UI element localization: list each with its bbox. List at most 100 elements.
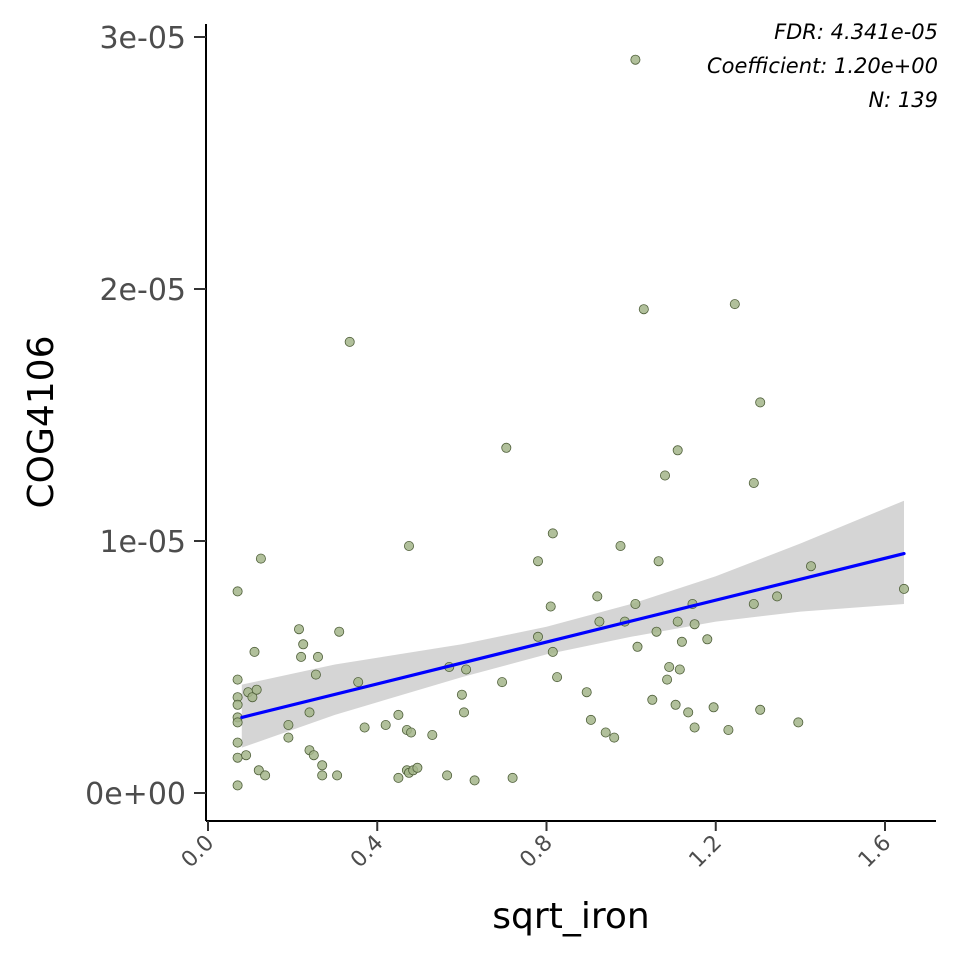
x-tick-label: 0.0: [177, 831, 219, 873]
data-point: [232, 699, 243, 710]
data-point: [632, 641, 643, 652]
data-point: [772, 591, 783, 602]
data-point: [393, 709, 404, 720]
data-point: [664, 662, 675, 673]
data-point: [653, 556, 664, 567]
y-axis-ticks: 0e+00 1e-05 2e-05 3e-05: [85, 21, 206, 812]
data-point: [232, 586, 243, 597]
data-point: [317, 770, 328, 781]
data-point: [630, 54, 641, 65]
data-point: [748, 599, 759, 610]
data-point: [497, 677, 508, 688]
data-point: [380, 720, 391, 731]
data-point: [615, 541, 626, 552]
data-point: [660, 470, 671, 481]
data-point: [507, 772, 518, 783]
data-point: [672, 616, 683, 627]
confidence-band-layer: [241, 500, 905, 748]
data-point: [296, 651, 307, 662]
data-point: [748, 477, 759, 488]
data-point: [232, 737, 243, 748]
data-point: [585, 714, 596, 725]
confidence-band: [241, 500, 905, 748]
data-point: [403, 541, 414, 552]
x-tick-label: 0.8: [515, 831, 557, 873]
data-point: [689, 619, 700, 630]
data-point: [689, 722, 700, 733]
data-point: [630, 599, 641, 610]
data-point: [353, 677, 364, 688]
data-point: [241, 750, 252, 761]
x-tick-label: 0.4: [346, 831, 388, 873]
data-point: [232, 780, 243, 791]
data-point: [232, 752, 243, 763]
data-point: [594, 616, 605, 627]
data-point: [638, 304, 649, 315]
data-point: [552, 672, 563, 683]
data-point: [723, 725, 734, 736]
data-point: [547, 528, 558, 539]
data-point: [545, 601, 556, 612]
data-point: [232, 674, 243, 685]
data-point: [458, 707, 469, 718]
data-point: [674, 664, 685, 675]
data-point: [310, 669, 321, 680]
annotation-fdr: FDR: 4.341e-05: [774, 20, 938, 44]
data-point: [442, 770, 453, 781]
y-tick-label: 1e-05: [99, 525, 186, 560]
data-point: [312, 651, 323, 662]
data-point: [755, 704, 766, 715]
y-axis-title: COG4106: [21, 336, 62, 509]
data-point: [283, 720, 294, 731]
data-point: [708, 702, 719, 713]
data-point: [298, 639, 309, 650]
x-axis-title: sqrt_iron: [492, 896, 649, 937]
trend-line: [240, 551, 906, 720]
data-point: [793, 717, 804, 728]
x-axis-ticks: 0.0 0.4 0.8 1.2 1.6: [177, 821, 896, 873]
data-point: [317, 760, 328, 771]
data-point: [456, 689, 467, 700]
data-point: [260, 770, 271, 781]
data-point: [308, 750, 319, 761]
data-point: [332, 770, 343, 781]
data-point: [255, 553, 266, 564]
data-point: [293, 624, 304, 635]
data-point: [651, 626, 662, 637]
annotation-coefficient: Coefficient: 1.20e+00: [707, 54, 938, 78]
data-point: [547, 646, 558, 657]
data-point: [581, 687, 592, 698]
data-point: [755, 397, 766, 408]
data-point: [670, 699, 681, 710]
data-point: [702, 634, 713, 645]
data-point: [232, 717, 243, 728]
x-tick-label: 1.6: [854, 831, 896, 873]
data-point: [676, 636, 687, 647]
data-point: [683, 707, 694, 718]
data-point: [304, 707, 315, 718]
data-point: [806, 561, 817, 572]
data-point: [412, 762, 423, 773]
data-point: [469, 775, 480, 786]
data-point: [501, 442, 512, 453]
annotation-n: N: 139: [868, 88, 938, 112]
data-point: [359, 722, 370, 733]
data-point: [533, 556, 544, 567]
data-point: [406, 727, 417, 738]
data-point: [533, 631, 544, 642]
data-point: [249, 646, 260, 657]
data-point: [251, 684, 262, 695]
data-point: [600, 727, 611, 738]
x-tick-label: 1.2: [685, 831, 727, 873]
data-point: [283, 732, 294, 743]
data-point: [647, 694, 658, 705]
data-point: [729, 299, 740, 310]
data-point: [247, 692, 258, 703]
trend-line-layer: [240, 551, 906, 720]
data-point: [662, 674, 673, 685]
data-point: [344, 336, 355, 347]
y-tick-label: 3e-05: [99, 21, 186, 56]
data-point: [427, 730, 438, 741]
data-point: [334, 626, 345, 637]
